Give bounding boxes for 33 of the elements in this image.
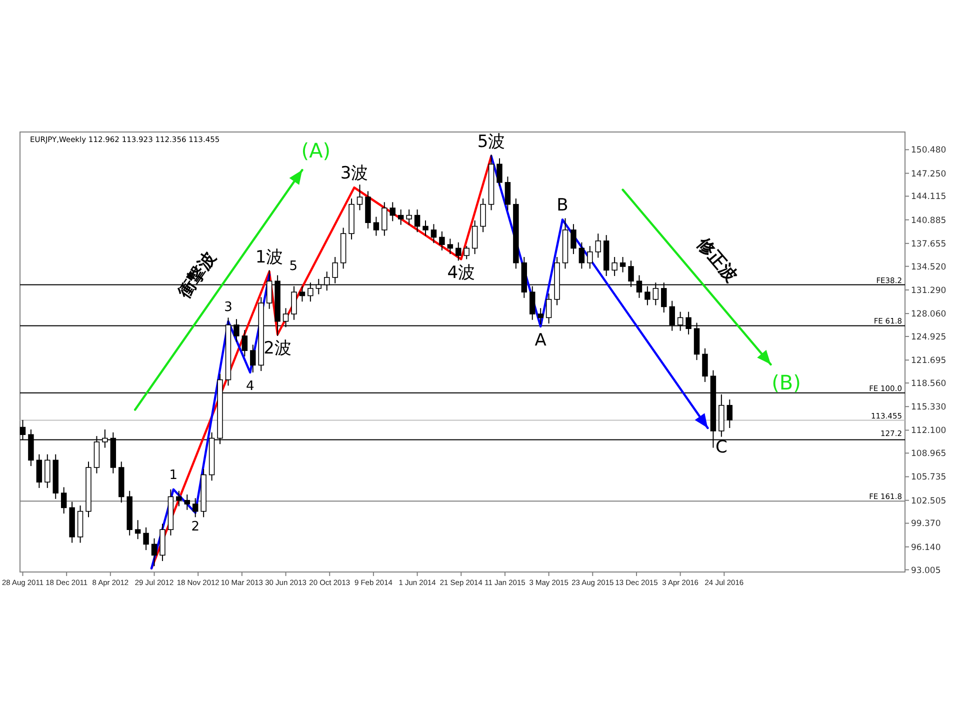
y-tick-label: 108.965 [911,449,946,460]
y-tick-label: 128.060 [911,310,946,320]
annotation: 3 [224,300,232,315]
y-tick-label: 118.560 [911,378,946,389]
annotation: 2波 [264,338,292,358]
annotation: 4 [246,378,254,394]
annotation: 5 [289,259,298,274]
y-tick-label: 147.250 [911,169,946,180]
y-tick-label: 124.925 [911,332,946,342]
annotation: 3波 [340,164,368,184]
annotation: A [534,330,546,350]
y-tick-label: 137.655 [911,239,946,250]
y-tick-label: 99.370 [911,519,941,530]
annotation: 2 [191,519,200,534]
y-tick-label: 112.100 [911,426,946,436]
annotation: 1波 [255,248,284,268]
annotation: 5波 [477,132,506,152]
y-tick-label: 140.885 [911,216,946,226]
y-tick-label: 105.735 [911,472,946,483]
y-tick-label: 131.290 [911,286,946,296]
y-tick-label: 96.140 [911,542,941,553]
y-tick-label: 115.330 [911,402,946,413]
annotation: (B) [772,370,801,395]
y-tick-label: 102.505 [911,496,946,506]
y-tick-label: 150.480 [911,146,946,156]
y-tick-label: 121.695 [911,356,946,366]
annotation: 1 [169,468,178,483]
annotation: (A) [301,138,331,162]
annotation: B [556,196,568,216]
annotation: C [716,438,728,458]
y-tick-label: 134.520 [911,262,946,272]
y-tick-label: 93.005 [911,566,941,576]
y-tick-label: 144.115 [911,192,946,202]
